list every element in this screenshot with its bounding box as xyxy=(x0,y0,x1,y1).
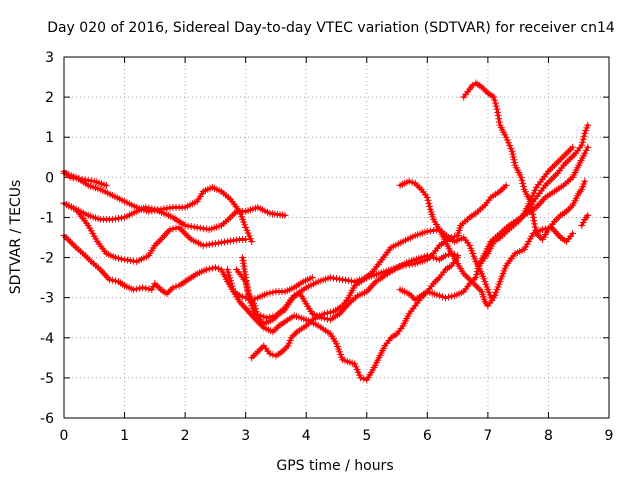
y-tick-label: -2 xyxy=(40,251,54,267)
y-tick-label: -5 xyxy=(40,371,54,387)
x-tick-labels: 0 1 2 3 4 5 6 7 8 9 xyxy=(60,428,614,444)
chart-title: Day 020 of 2016, Sidereal Day-to-day VTE… xyxy=(47,20,615,36)
y-tick-labels: -6 -5 -4 -3 -2 -1 0 1 2 3 xyxy=(40,50,54,427)
x-tick-label: 8 xyxy=(544,428,553,444)
plot-frame xyxy=(63,56,610,419)
x-tick-label: 0 xyxy=(60,428,69,444)
series-12 xyxy=(460,79,589,243)
y-axis-label: SDTVAR / TECUs xyxy=(8,180,24,295)
series-15 xyxy=(578,211,592,229)
y-tick-label: 0 xyxy=(45,170,54,186)
series-1 xyxy=(60,169,256,245)
x-tick-label: 9 xyxy=(605,428,614,444)
series-11 xyxy=(454,181,510,239)
x-tick-label: 2 xyxy=(181,428,190,444)
series-markers xyxy=(460,79,589,243)
x-tick-label: 5 xyxy=(362,428,371,444)
x-tick-label: 3 xyxy=(241,428,250,444)
x-tick-label: 4 xyxy=(302,428,311,444)
y-tick-label: -4 xyxy=(40,331,54,347)
y-tick-label: -1 xyxy=(40,210,54,226)
y-tick-label: 3 xyxy=(45,50,54,66)
x-tick-label: 7 xyxy=(483,428,492,444)
series-markers xyxy=(454,181,510,239)
x-tick-label: 6 xyxy=(423,428,432,444)
chart-series xyxy=(60,79,592,384)
series-trace xyxy=(477,123,590,268)
series-markers xyxy=(520,143,577,217)
series-2 xyxy=(60,199,289,233)
x-axis-label: GPS time / hours xyxy=(276,458,393,474)
y-tick-label: -3 xyxy=(40,291,54,307)
x-tick-label: 1 xyxy=(120,428,129,444)
series-14 xyxy=(520,143,577,217)
series-3 xyxy=(60,199,250,266)
y-tick-label: -6 xyxy=(40,411,54,427)
series-markers xyxy=(578,211,592,229)
y-tick-label: 2 xyxy=(45,90,54,106)
y-tick-label: 1 xyxy=(45,130,54,146)
